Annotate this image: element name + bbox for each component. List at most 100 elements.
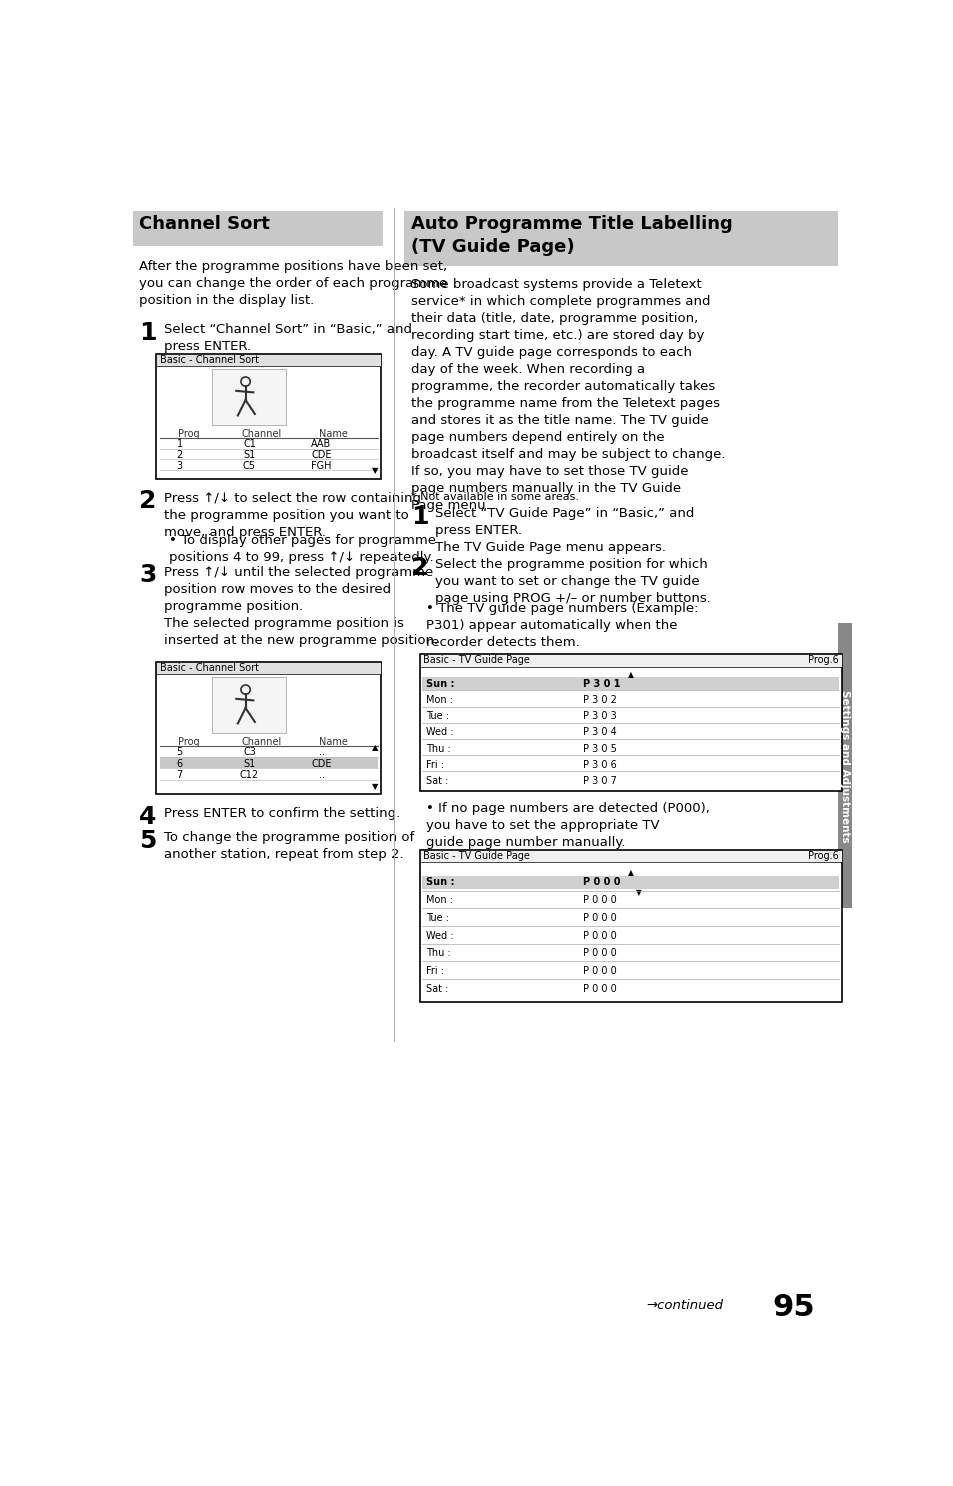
Bar (422, 678, 839, 690)
Bar (133, 211, 382, 247)
Bar (422, 875, 839, 889)
Bar (212, 678, 286, 733)
Text: 1: 1 (176, 440, 183, 449)
Text: 5: 5 (139, 829, 156, 853)
Text: • To display other pages for programme
positions 4 to 99, press ↑/↓ repeatedly.: • To display other pages for programme p… (169, 533, 436, 565)
Text: Sun :: Sun : (426, 679, 455, 690)
Text: Basic - TV Guide Page: Basic - TV Guide Page (422, 850, 529, 860)
Text: P 0 0 0: P 0 0 0 (582, 877, 619, 887)
Text: 1: 1 (139, 321, 156, 345)
Text: Tue :: Tue : (426, 912, 449, 923)
Text: Prog.6: Prog.6 (807, 655, 838, 664)
Text: After the programme positions have been set,
you can change the order of each pr: After the programme positions have been … (139, 260, 447, 308)
Text: 95: 95 (771, 1293, 814, 1323)
Text: Select “Channel Sort” in “Basic,” and
press ENTER.: Select “Channel Sort” in “Basic,” and pr… (164, 322, 412, 354)
Text: * Not available in some areas.: * Not available in some areas. (410, 492, 578, 502)
Text: S1: S1 (243, 759, 255, 768)
Text: • If no page numbers are detected (P000),
you have to set the appropriate TV
gui: • If no page numbers are detected (P000)… (426, 802, 709, 849)
Bar (419, 850, 841, 862)
Text: Thu :: Thu : (426, 743, 451, 753)
Text: • The TV guide page numbers (Example:
P301) appear automatically when the
record: • The TV guide page numbers (Example: P3… (426, 602, 698, 649)
Text: 2: 2 (139, 489, 156, 513)
Text: Mon :: Mon : (426, 695, 453, 704)
Bar (404, 211, 838, 266)
Text: P 0 0 0: P 0 0 0 (582, 895, 616, 905)
Text: 1: 1 (410, 505, 428, 529)
Text: Basic - Channel Sort: Basic - Channel Sort (159, 663, 258, 673)
Text: ▲: ▲ (627, 868, 633, 877)
Text: P 0 0 0: P 0 0 0 (582, 984, 616, 994)
Text: 2: 2 (410, 556, 428, 580)
Text: Fri :: Fri : (426, 966, 444, 976)
Text: ▼: ▼ (372, 467, 377, 476)
Text: Fri :: Fri : (426, 759, 444, 770)
Text: ▲: ▲ (372, 743, 377, 752)
Text: Name: Name (319, 737, 348, 746)
Text: Wed :: Wed : (426, 930, 454, 941)
Text: Mon :: Mon : (426, 895, 453, 905)
Text: P 3 0 7: P 3 0 7 (582, 776, 616, 786)
Text: 2: 2 (176, 450, 183, 461)
Bar (419, 654, 841, 667)
Text: FGH: FGH (311, 461, 332, 471)
Text: Prog.6: Prog.6 (807, 850, 838, 860)
Text: 3: 3 (139, 563, 156, 587)
Text: →continued: →continued (646, 1299, 723, 1312)
Text: P 0 0 0: P 0 0 0 (582, 966, 616, 976)
Text: Select “TV Guide Page” in “Basic,” and
press ENTER.
The TV Guide Page menu appea: Select “TV Guide Page” in “Basic,” and p… (435, 507, 694, 554)
Text: Sat :: Sat : (426, 984, 448, 994)
Text: Sun :: Sun : (426, 877, 455, 887)
Text: S1: S1 (243, 450, 255, 461)
Text: P 3 0 3: P 3 0 3 (582, 712, 616, 721)
Bar (838, 624, 852, 908)
Text: 6: 6 (176, 759, 183, 768)
Text: 3: 3 (176, 461, 183, 471)
Text: P 0 0 0: P 0 0 0 (582, 930, 616, 941)
Text: C12: C12 (239, 770, 259, 780)
Text: P 3 0 1: P 3 0 1 (582, 679, 619, 690)
Text: ▲: ▲ (627, 670, 633, 679)
Text: 5: 5 (176, 747, 183, 758)
Text: Some broadcast systems provide a Teletext
service* in which complete programmes : Some broadcast systems provide a Teletex… (410, 278, 724, 513)
Bar (156, 661, 381, 795)
Bar (419, 850, 841, 1002)
Text: Press ↑/↓ to select the row containing
the programme position you want to
move, : Press ↑/↓ to select the row containing t… (164, 492, 421, 539)
Text: Name: Name (319, 428, 348, 438)
Text: 4: 4 (139, 805, 156, 829)
Text: ..: .. (318, 770, 324, 780)
Bar (159, 758, 377, 768)
Text: C1: C1 (243, 440, 255, 449)
Bar (419, 654, 841, 791)
Text: ▼: ▼ (372, 782, 377, 791)
Text: ..: .. (318, 747, 324, 758)
Text: Thu :: Thu : (426, 948, 451, 958)
Text: Settings and Adjustments: Settings and Adjustments (840, 690, 849, 843)
Text: C3: C3 (243, 747, 255, 758)
Bar (156, 354, 381, 478)
Text: Channel: Channel (241, 428, 282, 438)
Text: P 3 0 4: P 3 0 4 (582, 727, 616, 737)
Text: Tue :: Tue : (426, 712, 449, 721)
Text: Prog: Prog (178, 737, 199, 746)
Text: CDE: CDE (311, 450, 332, 461)
Text: P 0 0 0: P 0 0 0 (582, 912, 616, 923)
Text: P 3 0 6: P 3 0 6 (582, 759, 616, 770)
Text: Press ENTER to confirm the setting.: Press ENTER to confirm the setting. (164, 807, 400, 820)
Text: 7: 7 (176, 770, 183, 780)
Text: Sat :: Sat : (426, 776, 448, 786)
Text: Select the programme position for which
you want to set or change the TV guide
p: Select the programme position for which … (435, 557, 711, 605)
Text: Wed :: Wed : (426, 727, 454, 737)
Text: P 3 0 2: P 3 0 2 (582, 695, 616, 704)
Text: AAB: AAB (311, 440, 332, 449)
Text: Channel Sort: Channel Sort (139, 214, 270, 232)
Text: Channel: Channel (241, 737, 282, 746)
Bar (156, 661, 381, 675)
Text: P 0 0 0: P 0 0 0 (582, 948, 616, 958)
Text: ▼: ▼ (635, 889, 640, 898)
Text: Auto Programme Title Labelling
(TV Guide Page): Auto Programme Title Labelling (TV Guide… (410, 214, 732, 256)
Text: P 3 0 5: P 3 0 5 (582, 743, 616, 753)
Text: Basic - Channel Sort: Basic - Channel Sort (159, 355, 258, 364)
Text: C5: C5 (243, 461, 255, 471)
Text: Press ↑/↓ until the selected programme
position row moves to the desired
program: Press ↑/↓ until the selected programme p… (164, 566, 437, 646)
Text: CDE: CDE (311, 759, 332, 768)
